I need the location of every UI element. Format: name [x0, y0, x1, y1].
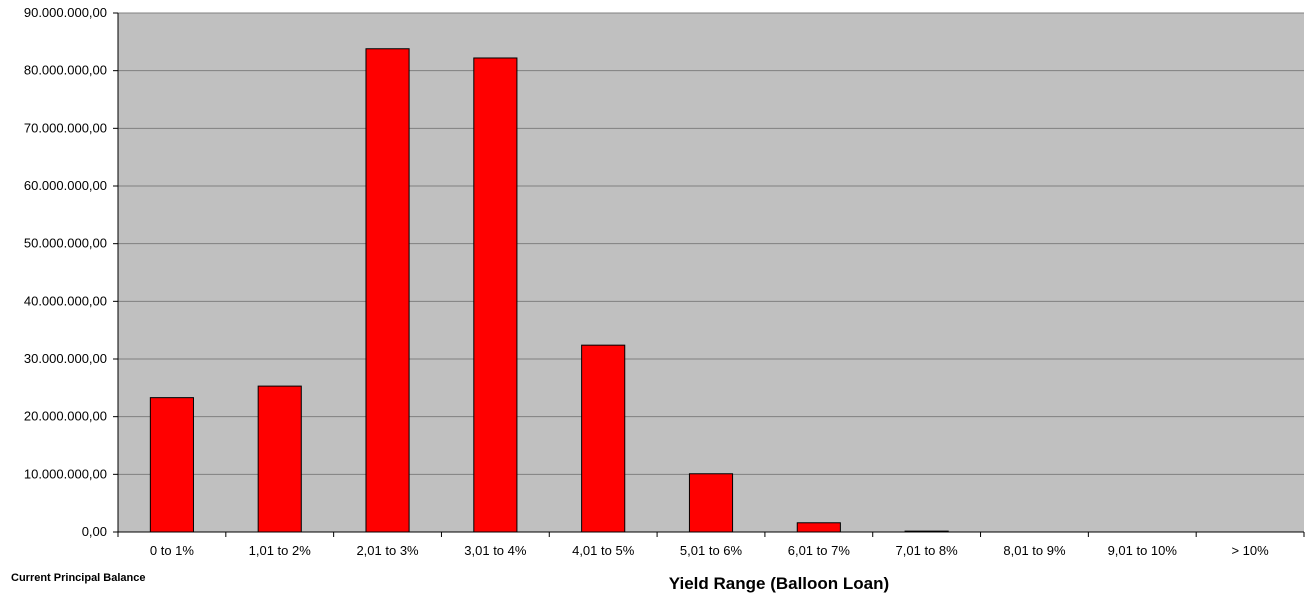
bar [365, 48, 410, 533]
x-tick-label: 3,01 to 4% [464, 543, 527, 558]
x-tick-labels: 0 to 1% 1,01 to 2% 2,01 to 3% 3,01 to 4% 4,0… [150, 543, 1269, 558]
y-tick-label: 80.000.000,00 [24, 63, 107, 78]
y-tick-labels: 0,00 10.000.000,00 20.000.000,00 30.000.000… [24, 5, 107, 539]
bar [149, 397, 194, 533]
x-tick-label: 1,01 to 2% [249, 543, 312, 558]
y-tick-label: 0,00 [82, 524, 107, 539]
bar [473, 57, 518, 533]
x-tick-label: 9,01 to 10% [1108, 543, 1178, 558]
y-tick-label: 40.000.000,00 [24, 293, 107, 308]
x-tick-label: 5,01 to 6% [680, 543, 743, 558]
y-tick-label: 30.000.000,00 [24, 351, 107, 366]
y-tick-label: 60.000.000,00 [24, 178, 107, 193]
axes [117, 13, 1305, 537]
bars [149, 48, 949, 533]
x-tick-label: 2,01 to 3% [356, 543, 419, 558]
bar [688, 473, 734, 533]
x-tick-label: > 10% [1231, 543, 1269, 558]
x-tick-label: 7,01 to 8% [896, 543, 959, 558]
bar [796, 522, 841, 533]
x-axis-title: Yield Range (Balloon Loan) [669, 574, 889, 593]
bar [581, 344, 626, 533]
x-tick-label: 0 to 1% [150, 543, 195, 558]
x-tick-label: 8,01 to 9% [1003, 543, 1066, 558]
y-tick-label: 90.000.000,00 [24, 5, 107, 20]
bar [257, 385, 302, 533]
y-tick-label: 20.000.000,00 [24, 409, 107, 424]
x-tick-label: 4,01 to 5% [572, 543, 635, 558]
plot-area [118, 13, 1304, 532]
y-tick-label: 70.000.000,00 [24, 120, 107, 135]
y-tick-label: 50.000.000,00 [24, 236, 107, 251]
y-axis-title: Current Principal Balance [11, 572, 146, 584]
x-tick-label: 6,01 to 7% [788, 543, 851, 558]
y-tick-label: 10.000.000,00 [24, 466, 107, 481]
